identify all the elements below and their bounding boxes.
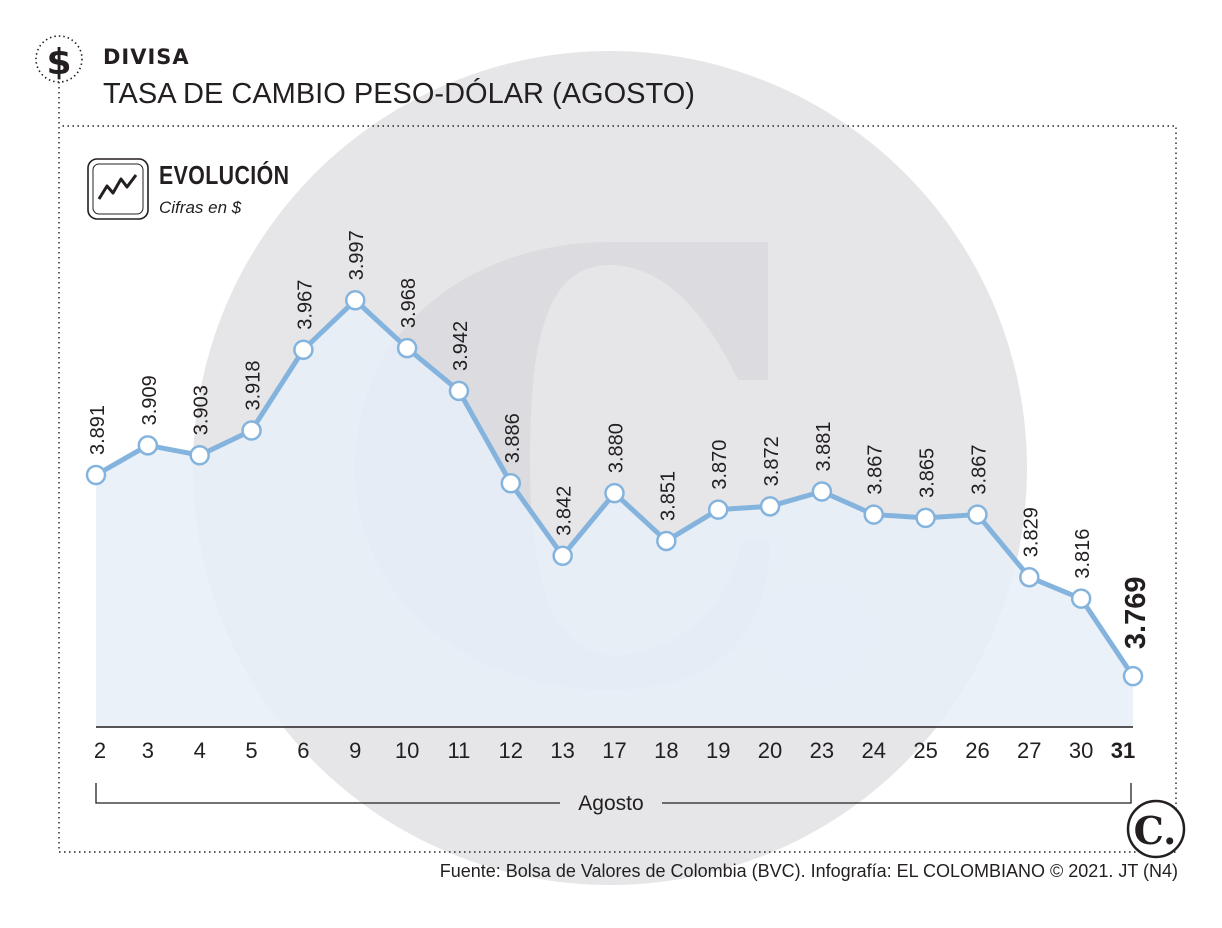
- data-point: [863, 504, 884, 525]
- data-point: [811, 481, 833, 502]
- x-tick-label: 10: [395, 738, 419, 763]
- data-label: 3.867: [865, 445, 887, 495]
- source-credit: Fuente: Bolsa de Valores de Colombia (BV…: [439, 861, 1178, 881]
- data-label: 3.967: [294, 280, 316, 330]
- data-point: [656, 530, 677, 552]
- data-point: [448, 380, 470, 402]
- data-point: [604, 482, 625, 504]
- data-label: 3.829: [1020, 507, 1042, 557]
- data-label: 3.851: [657, 471, 679, 521]
- data-point: [552, 545, 573, 567]
- el-colombiano-logo: C.: [1126, 799, 1186, 859]
- x-tick-label: 13: [550, 738, 574, 763]
- x-tick-label: 11: [448, 738, 471, 763]
- data-point: [1122, 665, 1144, 687]
- data-label: 3.891: [87, 405, 109, 455]
- data-point: [189, 444, 210, 466]
- x-tick-label: 4: [194, 738, 206, 763]
- data-label: 3.886: [502, 413, 524, 463]
- dollar-symbol: $: [46, 42, 71, 83]
- data-label: 3.881: [813, 421, 835, 471]
- data-point: [396, 337, 418, 359]
- data-label: 3.880: [606, 423, 628, 473]
- data-point: [137, 435, 159, 456]
- x-tick-label: 3: [142, 738, 154, 763]
- section-label: DIVISA: [103, 45, 190, 69]
- x-tick-label: 25: [913, 738, 937, 763]
- dollar-icon: $: [35, 35, 83, 83]
- data-point: [759, 496, 781, 517]
- page-title: TASA DE CAMBIO PESO-DÓLAR (AGOSTO): [103, 78, 695, 110]
- x-tick-label: 5: [245, 738, 257, 763]
- data-label: 3.872: [761, 436, 783, 486]
- data-point: [915, 507, 936, 529]
- panel-title: EVOLUCIÓN: [159, 160, 290, 190]
- data-label: 3.918: [243, 360, 265, 410]
- data-point: [967, 504, 988, 525]
- trend-icon: [87, 158, 149, 220]
- x-tick-label: 9: [349, 738, 361, 763]
- data-point: [293, 339, 314, 360]
- dotted-frame: [58, 82, 1177, 853]
- x-tick-label: 27: [1017, 738, 1041, 763]
- logo-letter: C.: [1134, 808, 1177, 853]
- data-point: [500, 472, 522, 494]
- x-tick-label: 20: [758, 738, 782, 763]
- x-tick-label: 18: [654, 738, 678, 763]
- area-fill: [96, 300, 1133, 727]
- data-label: 3.870: [709, 440, 731, 490]
- data-point: [85, 464, 107, 486]
- data-label: 3.867: [968, 445, 990, 495]
- data-label: 3.769: [1120, 577, 1152, 650]
- x-tick-label: 19: [706, 738, 730, 763]
- x-axis-label: Agosto: [578, 792, 643, 815]
- data-label: 3.997: [346, 230, 368, 280]
- data-label: 3.909: [139, 375, 161, 425]
- x-tick-label: 30: [1069, 738, 1093, 763]
- data-label: 3.842: [554, 486, 576, 536]
- data-point: [241, 420, 262, 441]
- data-point: [1070, 588, 1092, 609]
- data-label: 3.903: [191, 385, 213, 435]
- x-tick-label: 31: [1111, 738, 1135, 763]
- x-tick-label: 26: [965, 738, 989, 763]
- data-label: 3.942: [450, 321, 472, 371]
- x-tick-label: 24: [862, 738, 886, 763]
- panel-subtitle: Cifras en $: [159, 198, 242, 217]
- data-label: 3.968: [398, 278, 420, 328]
- data-point: [1019, 566, 1040, 588]
- x-tick-label: 23: [810, 738, 834, 763]
- data-point: [345, 290, 366, 311]
- x-tick-label: 12: [499, 738, 523, 763]
- x-axis-bracket: [95, 783, 1132, 804]
- x-tick-label: 17: [602, 738, 626, 763]
- x-tick-label: 6: [297, 738, 309, 763]
- data-label: 3.865: [917, 448, 939, 498]
- data-point: [707, 499, 729, 520]
- x-tick-label: 2: [94, 738, 106, 763]
- data-label: 3.816: [1072, 529, 1094, 579]
